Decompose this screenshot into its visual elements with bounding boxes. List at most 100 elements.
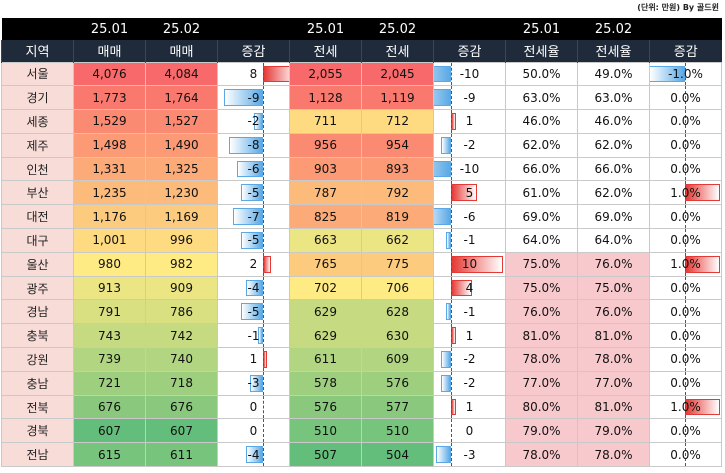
jeonse-change-bar <box>440 136 452 154</box>
rate-change-value: 0.0% <box>670 209 701 224</box>
sale-change-axis <box>262 443 264 466</box>
sale-2502-cell: 1,527 <box>145 109 218 134</box>
jeonse-change-value: -9 <box>463 90 476 105</box>
rate-change-cell: 1.0% <box>649 394 722 420</box>
table-row: 경북 607 607 0 510 510 0 79.0% 79.0% 0.0% <box>1 418 722 444</box>
sale-change-value: 8 <box>249 66 258 81</box>
sale-change-bar <box>232 208 263 226</box>
header-period-cell <box>1 18 74 40</box>
region-cell: 세종 <box>1 109 74 134</box>
jeonse-change-bar <box>434 160 452 178</box>
rate-2502-cell: 78.0% <box>577 347 650 372</box>
jeonse-change-cell: 0 <box>433 418 506 444</box>
jeonse-change-axis <box>451 419 453 442</box>
jeonse-2502-cell: 510 <box>361 418 434 444</box>
rate-2502-cell: 62.0% <box>577 132 650 158</box>
sale-change-cell: -4 <box>217 442 290 468</box>
housing-price-table: 25.01 25.02 25.01 25.02 25.01 25.02 지역 매매 매매 증감 전… <box>1 18 722 468</box>
sale-2502-cell: 996 <box>145 228 218 253</box>
sale-2502-cell: 909 <box>145 275 218 301</box>
sale-change-cell: -1 <box>217 323 290 349</box>
jeonse-2502-cell: 792 <box>361 180 434 206</box>
sale-change-cell: -5 <box>217 228 290 253</box>
rate-change-value: 0.0% <box>670 281 701 296</box>
sale-2501-cell: 743 <box>73 323 146 349</box>
sale-change-cell: 1 <box>217 347 290 372</box>
jeonse-2502-cell: 662 <box>361 228 434 253</box>
sale-change-bar <box>241 232 263 249</box>
sale-change-value: -4 <box>247 447 260 462</box>
sale-2502-cell: 740 <box>145 347 218 372</box>
header-label-cell: 증감 <box>433 40 506 62</box>
sale-2502-cell: 718 <box>145 370 218 396</box>
sale-change-axis <box>262 134 264 157</box>
region-cell: 충북 <box>1 323 74 349</box>
sale-2501-cell: 721 <box>73 370 146 396</box>
sale-change-bar <box>245 279 263 297</box>
jeonse-change-bar <box>446 232 452 249</box>
table-row: 충북 743 742 -1 629 630 1 81.0% 81.0% 0.0% <box>1 323 722 349</box>
sale-2502-cell: 4,084 <box>145 61 218 87</box>
rate-change-axis <box>684 253 686 276</box>
header-label-cell: 증감 <box>217 40 290 62</box>
header-label-cell: 매매 <box>73 40 146 62</box>
rate-change-axis <box>684 229 686 252</box>
jeonse-2502-cell: 577 <box>361 394 434 420</box>
rate-change-cell: 0.0% <box>649 156 722 182</box>
jeonse-2501-cell: 629 <box>289 323 362 349</box>
sale-change-value: -3 <box>247 376 260 391</box>
rate-2501-cell: 64.0% <box>505 228 578 253</box>
header-period-cell: 25.02 <box>577 18 650 40</box>
sale-2501-cell: 1,176 <box>73 204 146 230</box>
rate-change-axis <box>684 277 686 299</box>
header-period-cell: 25.02 <box>145 18 218 40</box>
rate-2502-cell: 46.0% <box>577 109 650 134</box>
rate-2502-cell: 77.0% <box>577 370 650 396</box>
sale-2502-cell: 1,325 <box>145 156 218 182</box>
rate-change-value: 0.0% <box>670 376 701 391</box>
rate-change-cell: 1.0% <box>649 180 722 206</box>
header-label-cell: 증감 <box>649 40 722 62</box>
table-row: 전남 615 611 -4 507 504 -3 78.0% 78.0% 0.0% <box>1 442 722 468</box>
jeonse-change-cell: -2 <box>433 132 506 158</box>
rate-2501-cell: 69.0% <box>505 204 578 230</box>
table-row: 제주 1,498 1,490 -8 956 954 -2 62.0% 62.0% 0.0% <box>1 132 722 158</box>
rate-2501-cell: 78.0% <box>505 442 578 468</box>
jeonse-change-bar <box>434 65 452 83</box>
jeonse-2502-cell: 775 <box>361 251 434 277</box>
region-cell: 전북 <box>1 394 74 420</box>
jeonse-change-cell: -10 <box>433 156 506 182</box>
rate-2502-cell: 81.0% <box>577 323 650 349</box>
jeonse-change-cell: -6 <box>433 204 506 230</box>
sale-2501-cell: 1,529 <box>73 109 146 134</box>
rate-change-value: 1.0% <box>670 400 701 415</box>
header-label-cell: 전세율 <box>577 40 650 62</box>
rate-2502-cell: 78.0% <box>577 442 650 468</box>
sale-change-value: -7 <box>247 209 260 224</box>
sale-2501-cell: 607 <box>73 418 146 444</box>
header-label-cell: 전세율 <box>505 40 578 62</box>
sale-2502-cell: 786 <box>145 299 218 325</box>
rate-change-value: 0.0% <box>670 328 701 343</box>
jeonse-2502-cell: 628 <box>361 299 434 325</box>
rate-change-cell: 0.0% <box>649 204 722 230</box>
jeonse-change-axis <box>451 372 453 395</box>
rate-change-axis <box>684 134 686 157</box>
sale-change-cell: -5 <box>217 299 290 325</box>
jeonse-change-value: -2 <box>463 138 476 153</box>
sale-change-value: -2 <box>247 114 260 129</box>
header-label-row: 지역 매매 매매 증감 전세 전세 증감 전세율 전세율 증감 <box>1 40 722 62</box>
jeonse-change-cell: -1 <box>433 228 506 253</box>
sale-change-axis <box>262 372 264 395</box>
sale-2502-cell: 742 <box>145 323 218 349</box>
rate-change-value: -1.0% <box>668 66 703 81</box>
header-label-cell: 매매 <box>145 40 218 62</box>
table-row: 경남 791 786 -5 629 628 -1 76.0% 76.0% 0.0% <box>1 299 722 325</box>
rate-2502-cell: 49.0% <box>577 61 650 87</box>
rate-2501-cell: 79.0% <box>505 418 578 444</box>
jeonse-change-axis <box>451 324 453 347</box>
jeonse-change-cell: 5 <box>433 180 506 206</box>
sale-change-bar <box>228 136 263 154</box>
header-label-cell: 전세 <box>289 40 362 62</box>
rate-change-bar <box>650 65 685 83</box>
